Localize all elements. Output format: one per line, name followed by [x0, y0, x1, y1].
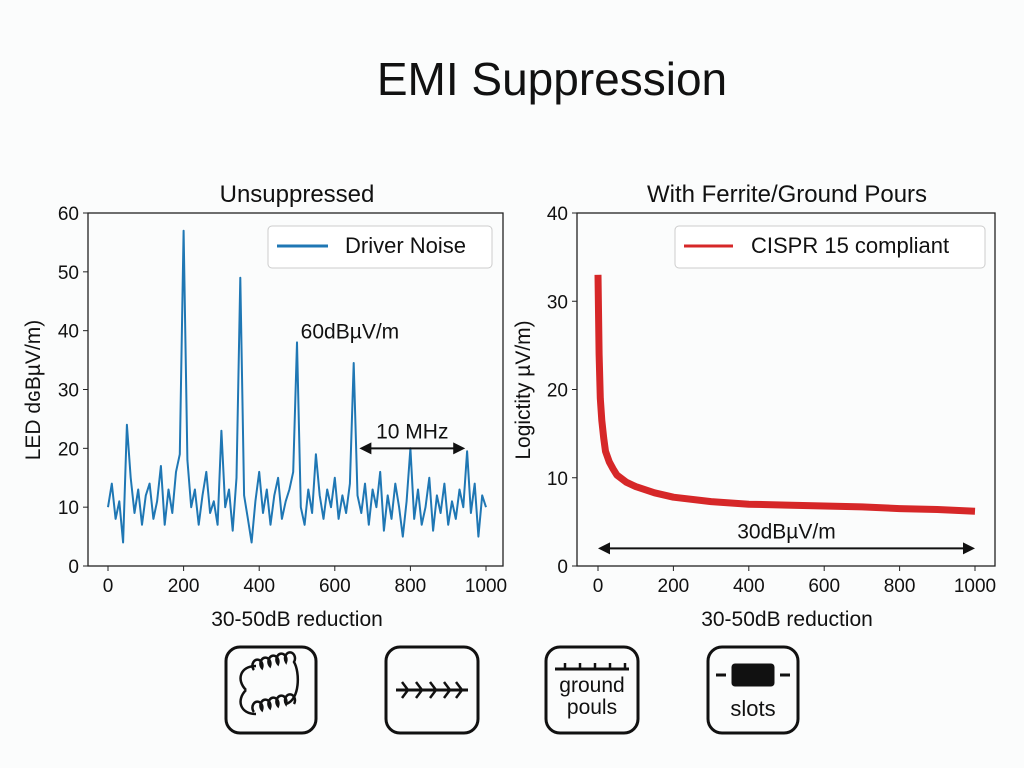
- x-tick-label: 600: [319, 576, 351, 597]
- series: [594, 274, 976, 515]
- x-axis-label: 30-50dB reduction: [701, 608, 873, 631]
- y-tick-label: 40: [547, 204, 568, 225]
- y-tick-label: 20: [547, 381, 568, 402]
- x-axis-label: 30-50dB reduction: [211, 608, 383, 631]
- chart-title: Unsuppressed: [220, 181, 375, 208]
- legend: Driver Noise: [267, 225, 493, 269]
- legend-label: CISPR 15 compliant: [751, 233, 949, 258]
- x-tick-label: 0: [593, 576, 604, 597]
- x-tick-label: 400: [243, 576, 275, 597]
- y-tick-label: 10: [547, 469, 568, 490]
- legend-box: [267, 225, 493, 269]
- legend: CISPR 15 compliant: [674, 225, 986, 269]
- series: [107, 229, 487, 544]
- annotations: 60dBµV/m 10 MHz: [301, 321, 466, 455]
- arrow-head: [359, 442, 466, 455]
- x-tick-label: 0: [103, 576, 114, 597]
- chart-with-ferrite: With Ferrite/Ground Pours 0 200 400 600 800 1…: [512, 181, 996, 631]
- legend-label: Driver Noise: [345, 233, 466, 258]
- y-tick-label: 10: [58, 498, 79, 519]
- x-tick-label: 600: [808, 576, 840, 597]
- y-axis-label: Logictity µV/m): [512, 320, 535, 459]
- filtered-trace-icon: [384, 645, 480, 735]
- icon-label-line: pouls: [567, 696, 617, 719]
- y-tick-label: 30: [547, 292, 568, 313]
- chart-unsuppressed: Unsuppressed 0 200 400 600 800 1000 0 10 20 30 40 5…: [22, 181, 507, 631]
- y-tick-label: 20: [58, 439, 79, 460]
- x-tick-label: 200: [658, 576, 690, 597]
- chart-title: With Ferrite/Ground Pours: [647, 181, 927, 208]
- x-tick-label: 1000: [954, 576, 996, 597]
- y-tick-label: 60: [58, 204, 79, 225]
- annotation-label: 10 MHz: [376, 421, 448, 444]
- series-line: [107, 229, 487, 544]
- ticks: 0 200 400 600 800 1000 0 10 20 30 40: [547, 204, 996, 597]
- icon-label: slots: [730, 696, 775, 721]
- x-tick-label: 400: [733, 576, 765, 597]
- slots-icon: slots: [706, 645, 800, 735]
- ticks: 0 200 400 600 800 1000 0 10 20 30 40 50 60: [58, 204, 507, 597]
- annotation-label: 30dBµV/m: [737, 521, 835, 544]
- ground-pour-icon: ground pouls: [544, 645, 640, 735]
- series-line: [594, 274, 976, 515]
- y-axis-label: LED dɢBµV/m): [22, 320, 45, 461]
- x-tick-label: 1000: [465, 576, 507, 597]
- icon-label: ground pouls: [559, 674, 624, 719]
- y-tick-label: 50: [58, 263, 79, 284]
- x-tick-label: 800: [884, 576, 916, 597]
- icon-label-line: ground: [559, 674, 624, 697]
- ferrite-coil-icon: [224, 645, 318, 735]
- y-tick-label: 0: [68, 557, 79, 578]
- figure-title: EMI Suppression: [377, 53, 727, 105]
- x-tick-label: 200: [168, 576, 200, 597]
- legend-box: [674, 225, 986, 269]
- y-tick-label: 40: [58, 322, 79, 343]
- y-tick-label: 30: [58, 381, 79, 402]
- annotations: 30dBµV/m: [598, 521, 975, 555]
- y-tick-label: 0: [557, 557, 568, 578]
- icon-row: ground pouls slots: [224, 645, 800, 735]
- annotation-label: 60dBµV/m: [301, 321, 399, 344]
- x-tick-label: 800: [395, 576, 427, 597]
